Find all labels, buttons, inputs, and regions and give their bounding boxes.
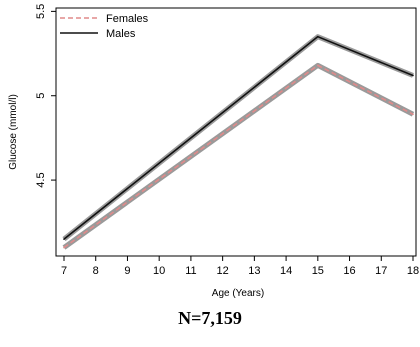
x-tick-label: 8 <box>93 265 99 277</box>
y-tick-label: 5.5 <box>35 4 47 19</box>
data-point <box>63 246 65 249</box>
x-tick-label: 14 <box>280 265 292 277</box>
sample-size-caption: N=7,159 <box>178 308 242 328</box>
data-point <box>63 238 65 240</box>
data-point <box>412 113 414 116</box>
x-tick-label: 13 <box>248 265 260 277</box>
x-tick-label: 18 <box>407 265 419 277</box>
series-band-females <box>62 62 415 250</box>
data-point <box>317 64 319 67</box>
x-axis-label: Age (Years) <box>212 288 264 299</box>
x-tick-label: 11 <box>185 265 196 277</box>
x-tick-label: 12 <box>217 265 229 277</box>
plot-frame <box>55 7 417 257</box>
x-tick-label: 16 <box>343 265 355 277</box>
y-axis-label: Glucose (mmol/l) <box>8 94 19 170</box>
legend-label-males: Males <box>106 28 136 40</box>
x-tick-label: 15 <box>312 265 324 277</box>
legend-label-females: Females <box>106 13 149 25</box>
glucose-age-chart: 7 8 9 10 11 12 13 14 15 16 17 18 4.5 5 5.5 Females Ma… <box>8 4 419 299</box>
y-tick-label: 5 <box>35 93 47 99</box>
y-tick-label: 4.5 <box>35 172 47 187</box>
series-line-females <box>63 64 414 249</box>
x-tick-label: 9 <box>124 265 130 277</box>
data-point <box>317 35 319 38</box>
x-tick-label: 17 <box>375 265 387 277</box>
x-tick-label: 10 <box>153 265 165 277</box>
data-point <box>412 74 414 77</box>
x-tick-label: 7 <box>61 265 67 277</box>
legend: Females Males <box>60 13 149 40</box>
